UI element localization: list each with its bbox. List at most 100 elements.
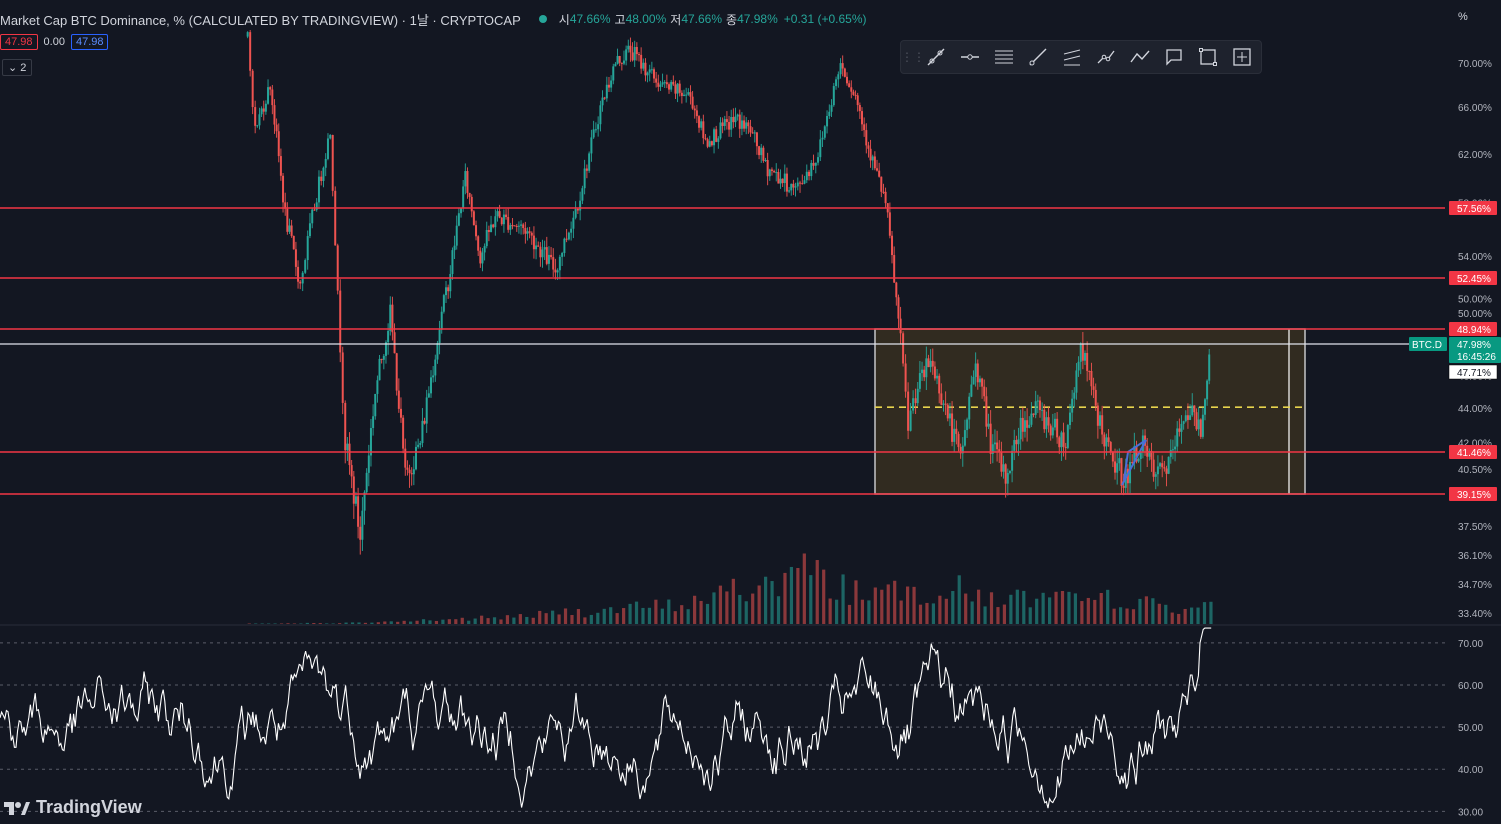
volume-bar: [634, 601, 639, 624]
candle-body: [1006, 473, 1009, 484]
candle-body: [843, 68, 846, 77]
volume-bar: [680, 605, 684, 624]
callout-icon[interactable]: [1157, 43, 1191, 71]
candle-body: [721, 122, 724, 127]
candle-body: [799, 182, 802, 184]
candle-body: [1101, 415, 1104, 435]
level-price-tag-text: 41.46%: [1457, 448, 1491, 459]
candle-body: [698, 116, 701, 128]
candle-body: [449, 274, 452, 292]
volume-bar: [1060, 590, 1065, 624]
candle-body: [792, 183, 795, 188]
level-price-tag[interactable]: [1449, 201, 1497, 215]
candle-body: [1034, 401, 1037, 415]
tradingview-logo[interactable]: TradingView: [4, 797, 142, 818]
delta-value: 0.00: [43, 36, 65, 48]
volume-bar: [1067, 591, 1071, 624]
candle-body: [867, 145, 870, 149]
candle-body: [622, 60, 625, 64]
candle-body: [246, 32, 249, 37]
measure-icon[interactable]: [1225, 43, 1259, 71]
ticker-tag: [1409, 337, 1447, 351]
candle-body: [1167, 456, 1170, 474]
candle-body: [768, 169, 771, 177]
volume-bar: [912, 586, 916, 624]
volume-bar: [363, 622, 368, 624]
candle-body: [336, 245, 339, 291]
horizontal-ray-icon[interactable]: [953, 43, 987, 71]
ray-icon[interactable]: [1021, 43, 1055, 71]
volume-bar: [312, 623, 316, 624]
candle-body: [1058, 437, 1061, 448]
candle-body: [940, 393, 943, 405]
candle-body: [1103, 434, 1106, 447]
candle-body: [710, 141, 713, 146]
candle-body: [404, 448, 407, 468]
fib-retracement-icon[interactable]: [987, 43, 1021, 71]
trend-line-icon[interactable]: [919, 43, 953, 71]
candle-body: [380, 358, 383, 360]
candle-body: [481, 252, 484, 264]
volume-bar: [854, 580, 858, 624]
volume-bar: [1093, 599, 1097, 624]
candle-body: [430, 377, 433, 394]
candle-body: [524, 228, 527, 234]
candle-body: [273, 105, 276, 125]
volume-bar: [1202, 602, 1207, 624]
candle-body: [996, 442, 999, 450]
candle-body: [1118, 458, 1121, 464]
volume-bar: [396, 621, 400, 624]
volume-bar: [596, 612, 600, 624]
candle-body: [585, 168, 588, 171]
candle-body: [494, 216, 497, 228]
level-price-tag[interactable]: [1449, 271, 1497, 285]
volume-bars: [247, 553, 1213, 624]
candle-body: [1088, 370, 1091, 372]
close-value: 47.98%: [737, 12, 778, 26]
candle-body: [687, 92, 690, 95]
candle-body: [487, 229, 490, 233]
candle-body: [341, 352, 344, 403]
candle-body: [460, 208, 463, 214]
polyline-icon[interactable]: [1123, 43, 1157, 71]
candle-body: [372, 416, 375, 429]
volume-bar: [802, 553, 806, 624]
price-tick-label: 40.50%: [1458, 465, 1492, 476]
candle-body: [755, 132, 758, 147]
volume-bar: [615, 613, 619, 624]
candle-body: [1163, 467, 1166, 469]
drag-handle-icon[interactable]: ⋮⋮: [901, 50, 925, 64]
candle-body: [876, 168, 879, 171]
horizontal-levels[interactable]: [0, 207, 1445, 495]
candle-body: [421, 420, 424, 444]
rsi-pane: [0, 624, 1501, 812]
candle-body: [1049, 425, 1052, 436]
level-price-tag[interactable]: [1449, 322, 1497, 336]
candle-body: [1092, 386, 1095, 390]
level-price-tag[interactable]: [1449, 445, 1497, 459]
volume-bar: [576, 609, 581, 624]
candle-body: [359, 526, 362, 540]
wedge-drawing[interactable]: [1121, 439, 1147, 486]
candle-body: [745, 122, 748, 129]
level-price-tag[interactable]: [1449, 487, 1497, 501]
candle-body: [1193, 405, 1196, 413]
candle-body: [957, 433, 960, 448]
collapse-indicators-button[interactable]: ⌄ 2: [2, 59, 33, 76]
price-axis[interactable]: %70.00%66.00%62.00%58.00%54.00%50.00%50.…: [1409, 11, 1501, 818]
candle-body: [286, 208, 289, 232]
volume-bar: [583, 617, 587, 624]
candle-body: [556, 270, 559, 273]
price-tick-label: 70.00%: [1458, 59, 1492, 70]
candle-body: [1036, 400, 1039, 402]
candle-body: [749, 126, 752, 133]
parallel-channel-icon[interactable]: [1055, 43, 1089, 71]
rectangle-icon[interactable]: [1191, 43, 1225, 71]
candle-body: [563, 238, 566, 254]
range-rectangle[interactable]: [874, 328, 1306, 495]
candle-body: [583, 168, 586, 189]
path-icon[interactable]: [1089, 43, 1123, 71]
candle-body: [464, 171, 467, 187]
candle-body: [725, 119, 728, 123]
